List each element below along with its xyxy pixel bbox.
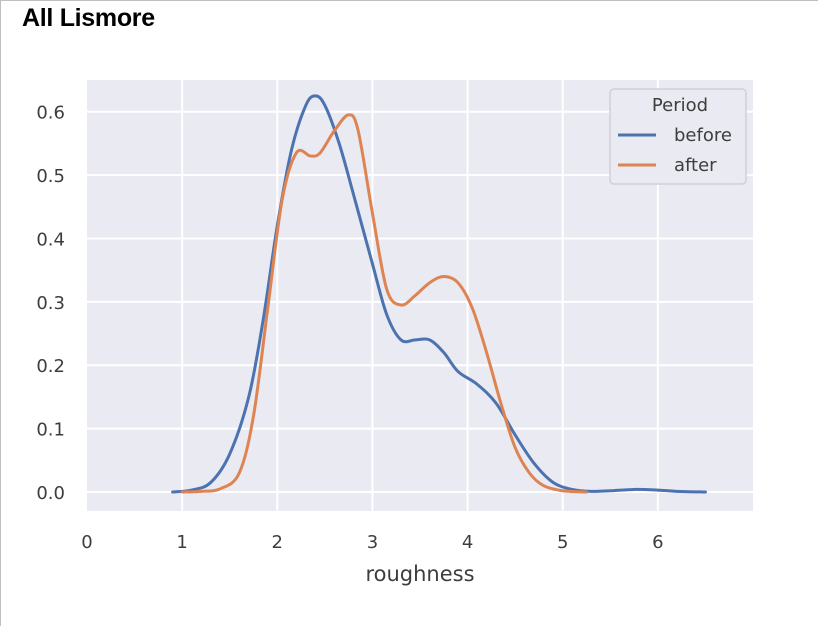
x-axis-label: roughness bbox=[365, 562, 474, 586]
y-tick-label: 0.4 bbox=[36, 229, 65, 250]
y-tick-label: 0.5 bbox=[36, 166, 65, 187]
series-line-after bbox=[180, 113, 588, 494]
x-tick-labels: 0 1 2 3 4 5 6 bbox=[81, 532, 663, 553]
y-tick-label: 0.1 bbox=[36, 420, 65, 441]
series-layer bbox=[171, 94, 707, 494]
x-tick-label: 6 bbox=[652, 532, 663, 553]
x-tick-label: 3 bbox=[367, 532, 378, 553]
legend: Period before after bbox=[609, 88, 747, 185]
y-tick-label: 0.2 bbox=[36, 356, 65, 377]
x-tick-label: 4 bbox=[462, 532, 473, 553]
x-tick-label: 2 bbox=[272, 532, 283, 553]
legend-label-before: before bbox=[674, 125, 732, 146]
y-tick-label: 0.3 bbox=[36, 293, 65, 314]
legend-box bbox=[609, 88, 747, 185]
x-tick-label: 0 bbox=[81, 532, 92, 553]
page-title: All Lismore bbox=[22, 4, 155, 32]
legend-title: Period bbox=[652, 95, 708, 116]
x-tick-label: 5 bbox=[557, 532, 568, 553]
legend-label-after: after bbox=[674, 155, 717, 176]
x-tick-label: 1 bbox=[176, 532, 187, 553]
y-tick-label: 0.0 bbox=[36, 483, 65, 504]
y-tick-label: 0.6 bbox=[36, 103, 65, 124]
y-tick-labels: 0.0 0.1 0.2 0.3 0.4 0.5 0.6 bbox=[36, 103, 65, 504]
